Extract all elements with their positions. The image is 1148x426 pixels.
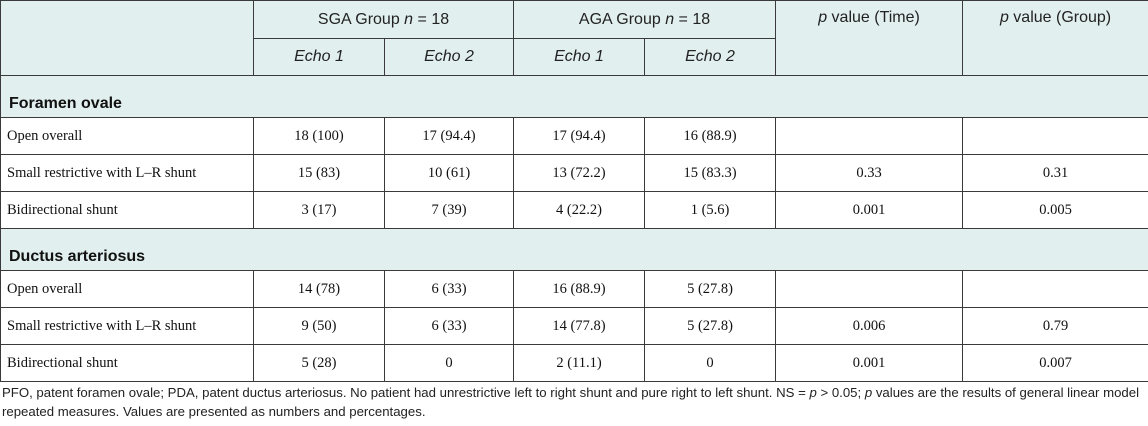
table-cell: 0.79 — [962, 307, 1148, 345]
table-cell: 14 (78) — [253, 270, 385, 308]
table-cell: 6 (33) — [383, 270, 515, 308]
table-cell: 0.33 — [775, 154, 964, 192]
header-echo: Echo 2 — [644, 38, 777, 76]
table-cell — [775, 270, 964, 308]
table-cell: 0 — [383, 344, 515, 382]
section-header-row: Ductus arteriosus — [0, 228, 1148, 271]
table-row: Bidirectional shunt 3 (17) 7 (39) 4 (22.2) 1… — [0, 191, 1148, 229]
section-title: Foramen ovale — [0, 75, 1148, 118]
table-cell: 5 (27.8) — [644, 307, 777, 345]
table-cell: 2 (11.1) — [513, 344, 646, 382]
table-cell: 10 (61) — [383, 154, 515, 192]
table-cell: 4 (22.2) — [513, 191, 646, 229]
table-cell: 9 (50) — [253, 307, 385, 345]
table-cell: 7 (39) — [383, 191, 515, 229]
header-echo: Echo 2 — [383, 38, 515, 76]
table-cell: 15 (83) — [253, 154, 385, 192]
table-cell: 18 (100) — [253, 117, 385, 155]
header-sga-group: SGA Group n = 18 — [252, 0, 515, 39]
table-row: Small restrictive with L–R shunt 9 (50) 6 … — [0, 307, 1148, 345]
table-cell — [962, 270, 1148, 308]
table-cell — [775, 117, 964, 155]
table-cell — [962, 117, 1148, 155]
section-title: Ductus arteriosus — [0, 228, 1148, 271]
table-row: Bidirectional shunt 5 (28) 0 2 (11.1) 0 0.001… — [0, 344, 1148, 382]
section-header-row: Foramen ovale — [0, 75, 1148, 118]
table-cell: 1 (5.6) — [644, 191, 777, 229]
row-label: Bidirectional shunt — [0, 344, 254, 382]
table-cell: 16 (88.9) — [513, 270, 646, 308]
header-blank-cell — [0, 0, 254, 76]
header-echo: Echo 1 — [253, 38, 385, 76]
table-cell: 6 (33) — [383, 307, 515, 345]
row-label: Open overall — [0, 117, 254, 155]
table-cell: 13 (72.2) — [513, 154, 646, 192]
header-aga-group: AGA Group n = 18 — [513, 0, 777, 39]
table-cell: 14 (77.8) — [513, 307, 646, 345]
header-echo: Echo 1 — [513, 38, 646, 76]
table-cell: 5 (27.8) — [644, 270, 777, 308]
table-cell: 15 (83.3) — [644, 154, 777, 192]
table-cell: 0 — [644, 344, 777, 382]
table-row: Small restrictive with L–R shunt 15 (83) 1… — [0, 154, 1148, 192]
table-cell: 0.31 — [962, 154, 1148, 192]
row-label: Small restrictive with L–R shunt — [0, 307, 254, 345]
table-cell: 5 (28) — [253, 344, 385, 382]
row-label: Small restrictive with L–R shunt — [0, 154, 254, 192]
table-cell: 16 (88.9) — [644, 117, 777, 155]
table-cell: 0.005 — [962, 191, 1148, 229]
table-cell: 17 (94.4) — [383, 117, 515, 155]
footnote: PFO, patent foramen ovale; PDA, patent d… — [2, 385, 1139, 419]
row-label: Bidirectional shunt — [0, 191, 254, 229]
table-cell: 0.001 — [775, 344, 964, 382]
data-table: SGA Group n = 18 AGA Group n = 18 p valu… — [0, 0, 1148, 382]
header-p-time: p value (Time) — [775, 0, 964, 76]
table-cell: 0.001 — [775, 191, 964, 229]
row-label: Open overall — [0, 270, 254, 308]
table-row: Open overall 18 (100) 17 (94.4) 17 (94.4) 16… — [0, 117, 1148, 155]
table-cell: 17 (94.4) — [513, 117, 646, 155]
table-cell: 0.006 — [775, 307, 964, 345]
table-cell: 0.007 — [962, 344, 1148, 382]
table-row: Open overall 14 (78) 6 (33) 16 (88.9) 5 (27.… — [0, 270, 1148, 308]
table-cell: 3 (17) — [253, 191, 385, 229]
header-p-group: p value (Group) — [962, 0, 1148, 76]
